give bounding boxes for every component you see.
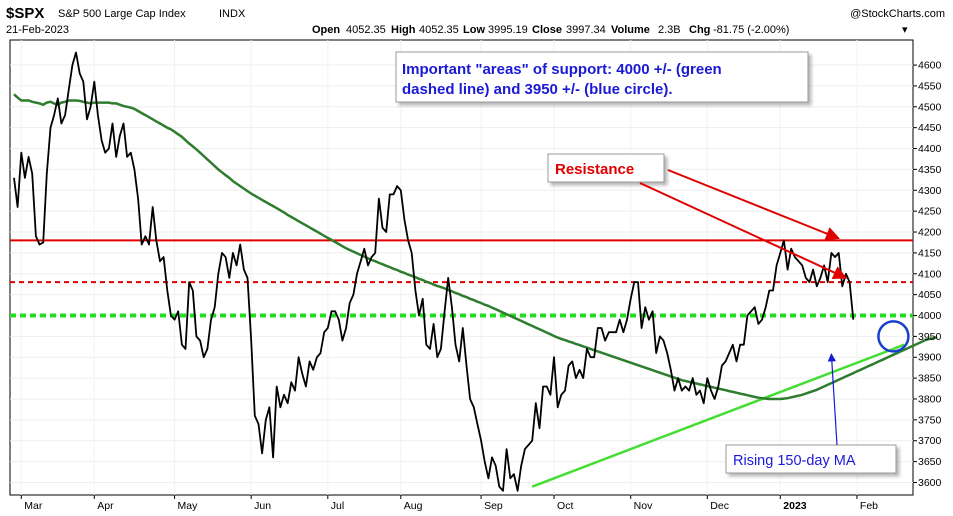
x-tick-label: Mar	[24, 500, 43, 512]
y-tick-label: 3600	[918, 477, 942, 489]
support-circle	[877, 320, 910, 353]
y-tick-label: 4350	[918, 164, 942, 176]
volume-label: Volume	[611, 24, 650, 36]
grid	[10, 40, 913, 495]
rising-trendline	[531, 343, 905, 488]
resistance-arrow-lower	[639, 182, 848, 280]
y-tick-label: 4300	[918, 185, 942, 197]
y-tick-label: 4000	[918, 310, 942, 322]
x-tick-label: Jun	[254, 500, 271, 512]
chg-label: Chg	[689, 24, 710, 36]
resistance-callout: Resistance	[547, 153, 848, 280]
support-note-line: Important "areas" of support: 4000 +/- (…	[402, 61, 722, 78]
x-tick-label: Aug	[404, 500, 423, 512]
y-tick-label: 4050	[918, 289, 942, 301]
y-tick-label: 3750	[918, 414, 942, 426]
y-tick-label: 4250	[918, 206, 942, 218]
x-tick-label: 2023	[783, 500, 807, 512]
support-note-box	[395, 51, 809, 103]
low-label: Low	[463, 24, 485, 36]
date-label: 21-Feb-2023	[6, 24, 69, 36]
resistance-arrow-upper	[667, 169, 840, 241]
series-layer	[13, 51, 938, 492]
y-tick-label: 4600	[918, 60, 942, 72]
moving-average-line	[13, 93, 938, 401]
symbol-label: $SPX	[6, 5, 44, 22]
open-label: Open	[312, 24, 340, 36]
resistance-label: Resistance	[555, 161, 634, 178]
y-tick-label: 3650	[918, 456, 942, 468]
x-tick-label: Oct	[557, 500, 573, 512]
close-label: Close	[532, 24, 562, 36]
y-axis: 3600 3650 3700 3750 3800 3850 3900 3950 4000 4050…	[913, 60, 942, 489]
y-tick-label: 3800	[918, 393, 942, 405]
ma-label-box	[725, 444, 897, 474]
exchange-label: INDX	[219, 8, 246, 20]
y-tick-label: 4500	[918, 101, 942, 113]
y-tick-label: 3700	[918, 435, 942, 447]
x-tick-label: May	[178, 500, 199, 512]
x-tick-label: Sep	[484, 500, 503, 512]
y-tick-label: 3950	[918, 331, 942, 343]
ma-callout: Rising 150-day MA	[725, 353, 897, 474]
price-line	[13, 51, 855, 492]
x-tick-label: Apr	[97, 500, 114, 512]
watermark: @StockCharts.com	[850, 8, 945, 20]
x-tick-label: Jul	[331, 500, 344, 512]
x-tick-label: Dec	[710, 500, 729, 512]
y-tick-label: 4100	[918, 268, 942, 280]
y-tick-label: 4400	[918, 143, 942, 155]
volume-value: 2.3B	[658, 24, 681, 36]
high-label: High	[391, 24, 416, 36]
resistance-box	[547, 153, 665, 183]
down-arrow-icon: ▾	[902, 24, 908, 36]
chg-value: -81.75 (-2.00%)	[713, 24, 789, 36]
chart-header: $SPX S&P 500 Large Cap Index INDX @Stock…	[6, 5, 945, 36]
x-axis: Mar Apr May Jun Jul Aug Sep Oct Nov Dec 2023 Feb	[20, 495, 878, 512]
x-tick-label: Nov	[634, 500, 653, 512]
high-value: 4052.35	[419, 24, 459, 36]
low-value: 3995.19	[488, 24, 528, 36]
y-tick-label: 4150	[918, 247, 942, 259]
y-tick-label: 4200	[918, 227, 942, 239]
close-value: 3997.34	[566, 24, 606, 36]
ma-arrow	[827, 353, 838, 446]
ma-label: Rising 150-day MA	[733, 453, 856, 469]
plot-area	[9, 39, 914, 496]
y-tick-label: 3900	[918, 352, 942, 364]
y-tick-label: 4450	[918, 122, 942, 134]
index-name: S&P 500 Large Cap Index	[58, 8, 186, 20]
support-note-text: Important "areas" of support: 4000 +/- (…	[402, 61, 722, 98]
support-note-line: dashed line) and 3950 +/- (blue circle).	[402, 81, 673, 98]
y-tick-label: 4550	[918, 80, 942, 92]
y-tick-label: 3850	[918, 373, 942, 385]
x-tick-label: Feb	[860, 500, 878, 512]
open-value: 4052.35	[346, 24, 386, 36]
support-note: Important "areas" of support: 4000 +/- (…	[395, 51, 809, 103]
